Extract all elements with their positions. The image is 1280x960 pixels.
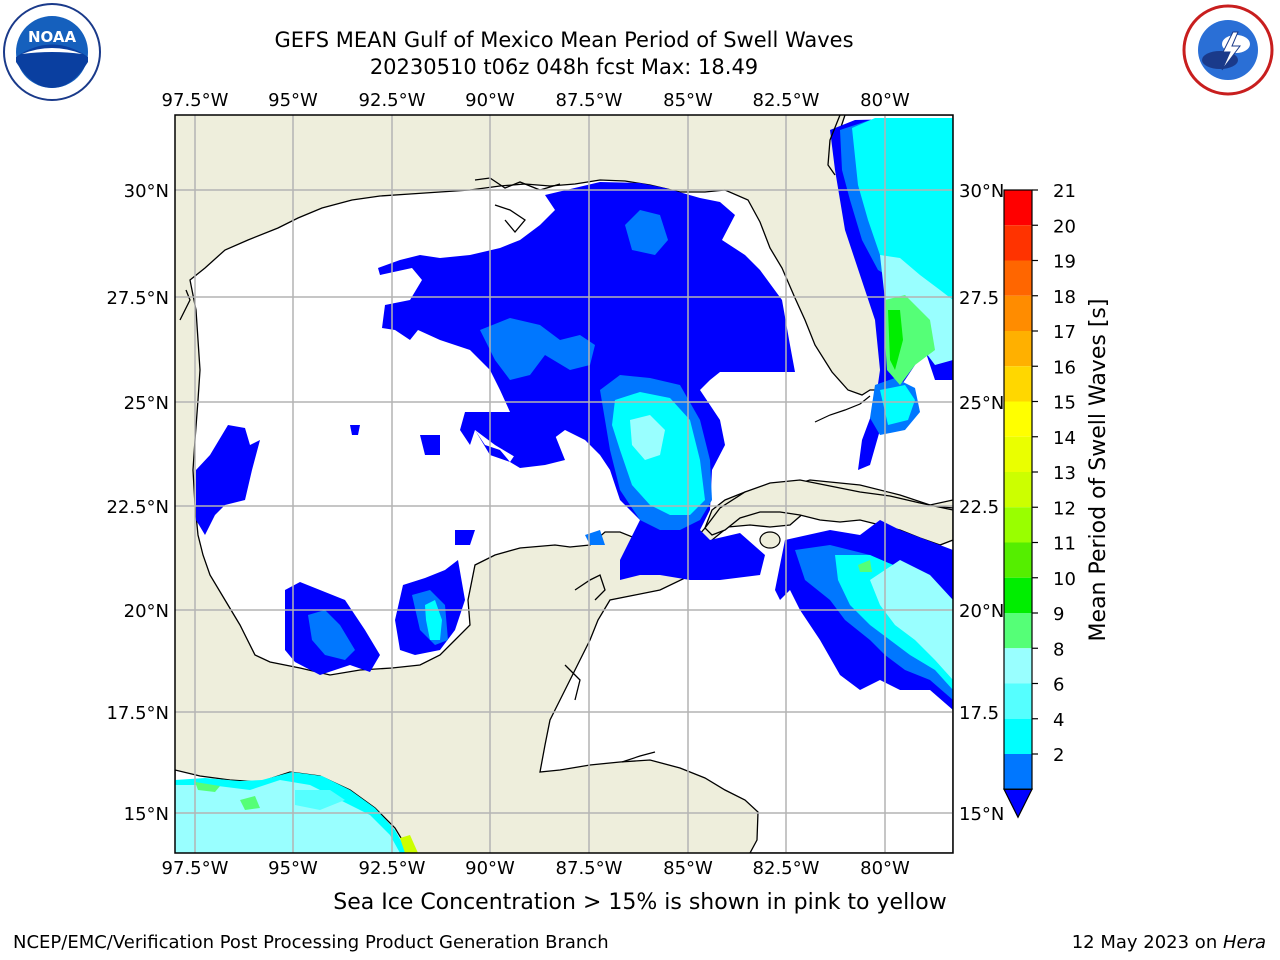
lon-tick-label-top: 97.5°W — [162, 90, 229, 111]
colorbar-segment — [1004, 648, 1032, 684]
colorbar-segment — [1004, 436, 1032, 472]
lon-tick-label-top: 95°W — [268, 90, 318, 111]
colorbar-segment — [1004, 260, 1032, 296]
lon-tick-label-top: 82.5°W — [753, 90, 820, 111]
lon-tick-label-bottom: 92.5°W — [359, 858, 426, 879]
colorbar-segment — [1004, 507, 1032, 543]
footer-machine: Hera — [1222, 932, 1266, 953]
map-frame — [174, 114, 954, 854]
lon-tick-label-bottom: 85°W — [663, 858, 713, 879]
colorbar-tick-label: 6 — [1053, 675, 1064, 696]
lat-tick-label-left: 27.5°N — [106, 288, 169, 309]
colorbar-frame — [1003, 189, 1033, 790]
lon-tick-label-bottom: 97.5°W — [162, 858, 229, 879]
map-gridlines — [175, 115, 953, 853]
lat-tick-label-left: 20°N — [124, 601, 169, 622]
colorbar-tick-label: 17 — [1053, 322, 1076, 343]
colorbar-tick-label: 10 — [1053, 569, 1076, 590]
lon-tick-label-bottom: 87.5°W — [556, 858, 623, 879]
map-title: GEFS MEAN Gulf of Mexico Mean Period of … — [274, 28, 854, 52]
colorbar-segment — [1004, 754, 1032, 790]
colorbar-segment — [1004, 472, 1032, 508]
noaa-logo: NOAA — [3, 3, 101, 101]
lat-tick-label-left: 25°N — [124, 393, 169, 414]
colorbar-tick-label: 20 — [1053, 216, 1076, 237]
coastlines — [179, 115, 841, 701]
lon-tick-label-bottom: 95°W — [268, 858, 318, 879]
colorbar-tick-label: 14 — [1053, 428, 1076, 449]
lat-tick-label-right: 22.5 — [959, 497, 999, 518]
lat-tick-label-right: 17.5 — [959, 703, 999, 724]
colorbar-segment — [1004, 225, 1032, 261]
noaa-logo-text: NOAA — [28, 28, 77, 46]
colorbar-tick-label: 16 — [1053, 357, 1076, 378]
map-area — [175, 115, 953, 853]
lon-tick-label-top: 85°W — [663, 90, 713, 111]
colorbar: 21 20 19 18 17 16 15 14 13 12 11 10 9 8 6 4 2 — [1003, 181, 1076, 819]
colorbar-tick-label: 4 — [1053, 710, 1064, 731]
nws-logo — [1182, 4, 1274, 96]
lat-tick-label-right: 27.5 — [959, 288, 999, 309]
lon-tick-label-top: 80°W — [860, 90, 910, 111]
footer-right: 12 May 2023 on Hera — [1072, 932, 1266, 953]
lat-tick-label-left: 15°N — [124, 804, 169, 825]
lon-tick-label-bottom: 82.5°W — [753, 858, 820, 879]
footer-left: NCEP/EMC/Verification Post Processing Pr… — [13, 932, 609, 953]
colorbar-segment — [1004, 331, 1032, 367]
lat-tick-label-left: 30°N — [124, 181, 169, 202]
colorbar-segment — [1004, 718, 1032, 754]
lon-tick-label-top: 92.5°W — [359, 90, 426, 111]
lat-tick-label-left: 22.5°N — [106, 497, 169, 518]
lon-tick-label-top: 90°W — [465, 90, 515, 111]
colorbar-tick-label: 19 — [1053, 252, 1076, 273]
colorbar-segment — [1004, 683, 1032, 719]
footer-date: 12 May 2023 on — [1071, 932, 1223, 953]
colorbar-tick-label: 15 — [1053, 393, 1076, 414]
colorbar-tick-label: 13 — [1053, 463, 1076, 484]
colorbar-tick-label: 11 — [1053, 534, 1076, 555]
colorbar-tick-label: 8 — [1053, 639, 1064, 660]
lon-tick-label-bottom: 80°W — [860, 858, 910, 879]
lat-tick-label-right: 25°N — [959, 393, 1004, 414]
axis-tick-labels: 97.5°W 97.5°W 95°W 95°W 92.5°W 92.5°W 90°W 90°W… — [106, 90, 1004, 879]
jamaica-island — [621, 751, 656, 763]
colorbar-segment — [1004, 613, 1032, 649]
colorbar-extend-arrow — [1003, 788, 1033, 819]
lat-tick-label-right: 15°N — [959, 804, 1004, 825]
lat-tick-label-left: 17.5°N — [106, 703, 169, 724]
colorbar-tick-label: 21 — [1053, 181, 1076, 202]
lon-tick-label-bottom: 90°W — [465, 858, 515, 879]
lon-tick-label-top: 87.5°W — [556, 90, 623, 111]
colorbar-tick-label: 12 — [1053, 498, 1076, 519]
colorbar-label: Mean Period of Swell Waves [s] — [1086, 299, 1111, 642]
colorbar-segment — [1004, 366, 1032, 402]
colorbar-tick-label: 18 — [1053, 287, 1076, 308]
colorbar-segment — [1004, 401, 1032, 437]
colorbar-tick-label: 9 — [1053, 604, 1064, 625]
colorbar-segment — [1004, 577, 1032, 613]
lat-tick-label-right: 30°N — [959, 181, 1004, 202]
colorbar-segment — [1004, 542, 1032, 578]
colorbar-tick-label: 2 — [1053, 745, 1064, 766]
lat-tick-label-right: 20°N — [959, 601, 1004, 622]
swell-contours-9-11s — [195, 295, 935, 853]
colorbar-segment — [1004, 190, 1032, 226]
isle-of-youth — [759, 531, 781, 549]
map-subtitle: 20230510 t06z 048h fcst Max: 18.49 — [369, 55, 759, 79]
sea-ice-note: Sea Ice Concentration > 15% is shown in … — [333, 890, 947, 915]
colorbar-segment — [1004, 295, 1032, 331]
